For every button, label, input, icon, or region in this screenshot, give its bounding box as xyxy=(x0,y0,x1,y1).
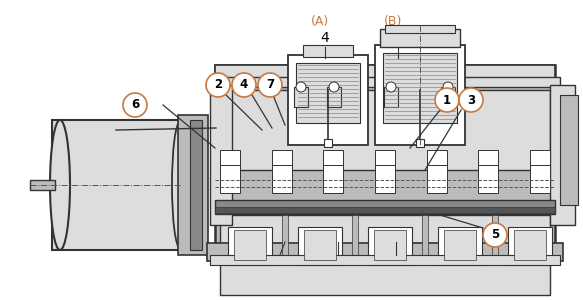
Circle shape xyxy=(206,73,230,97)
Bar xyxy=(296,63,360,123)
Bar xyxy=(282,215,288,260)
Bar xyxy=(384,87,398,107)
Circle shape xyxy=(386,82,396,92)
Bar xyxy=(441,87,455,107)
Bar xyxy=(492,215,498,260)
Circle shape xyxy=(329,82,339,92)
Bar xyxy=(383,53,457,123)
Bar xyxy=(298,227,342,265)
Bar xyxy=(52,120,180,250)
Bar xyxy=(514,230,546,260)
Text: 1: 1 xyxy=(334,256,342,268)
Bar xyxy=(220,150,240,178)
Bar xyxy=(444,230,476,260)
Text: 5: 5 xyxy=(491,229,499,242)
Bar xyxy=(375,150,395,178)
Bar xyxy=(215,207,555,213)
Circle shape xyxy=(258,73,282,97)
Text: 7: 7 xyxy=(266,79,274,92)
Bar xyxy=(427,165,447,193)
Circle shape xyxy=(443,82,453,92)
Circle shape xyxy=(459,88,483,112)
Bar xyxy=(375,45,465,145)
Bar xyxy=(324,165,343,193)
Bar xyxy=(303,45,353,57)
Bar xyxy=(324,139,332,147)
Circle shape xyxy=(296,82,306,92)
Bar xyxy=(304,230,336,260)
Bar xyxy=(30,180,55,190)
Text: 2: 2 xyxy=(214,79,222,92)
Bar xyxy=(327,87,341,107)
Bar xyxy=(560,95,578,205)
Bar xyxy=(210,77,560,87)
Text: 5: 5 xyxy=(276,256,284,268)
Bar xyxy=(374,230,406,260)
Bar xyxy=(288,55,368,145)
Text: (B): (B) xyxy=(384,16,402,28)
Bar xyxy=(234,230,266,260)
Circle shape xyxy=(435,88,459,112)
Bar xyxy=(220,215,550,295)
Bar xyxy=(228,227,272,265)
Ellipse shape xyxy=(50,120,70,250)
Bar xyxy=(530,165,550,193)
Bar xyxy=(375,165,395,193)
Bar xyxy=(550,85,575,225)
Circle shape xyxy=(232,73,256,97)
Bar xyxy=(368,227,412,265)
Bar xyxy=(215,65,555,255)
Bar xyxy=(352,215,358,260)
Text: (P): (P) xyxy=(329,272,347,284)
Bar xyxy=(294,87,308,107)
Text: 3: 3 xyxy=(467,94,475,106)
Bar xyxy=(422,215,428,260)
Circle shape xyxy=(123,93,147,117)
Bar xyxy=(380,29,460,47)
Bar xyxy=(210,255,560,265)
Text: (EB): (EB) xyxy=(383,272,409,284)
Text: (A): (A) xyxy=(311,16,329,28)
Circle shape xyxy=(483,223,507,247)
Bar xyxy=(438,227,482,265)
Bar xyxy=(478,150,498,178)
Bar xyxy=(272,165,292,193)
Ellipse shape xyxy=(172,122,188,248)
Bar xyxy=(190,120,202,250)
Text: (EA): (EA) xyxy=(267,272,293,284)
Text: 1: 1 xyxy=(443,94,451,106)
Bar xyxy=(210,85,232,225)
Bar xyxy=(220,165,240,193)
Bar xyxy=(272,150,292,178)
Bar xyxy=(478,165,498,193)
Bar xyxy=(178,115,208,255)
Text: 4: 4 xyxy=(321,31,329,45)
Bar xyxy=(215,65,555,83)
Text: 2: 2 xyxy=(394,31,402,45)
Bar xyxy=(427,150,447,178)
Bar xyxy=(324,150,343,178)
Text: 4: 4 xyxy=(240,79,248,92)
Text: 3: 3 xyxy=(392,256,400,268)
Bar xyxy=(207,243,563,261)
Bar xyxy=(215,200,555,214)
Bar xyxy=(416,139,424,147)
Text: 6: 6 xyxy=(131,98,139,112)
Bar xyxy=(220,90,550,170)
Bar xyxy=(530,150,550,178)
Bar xyxy=(385,25,455,33)
Bar xyxy=(508,227,552,265)
